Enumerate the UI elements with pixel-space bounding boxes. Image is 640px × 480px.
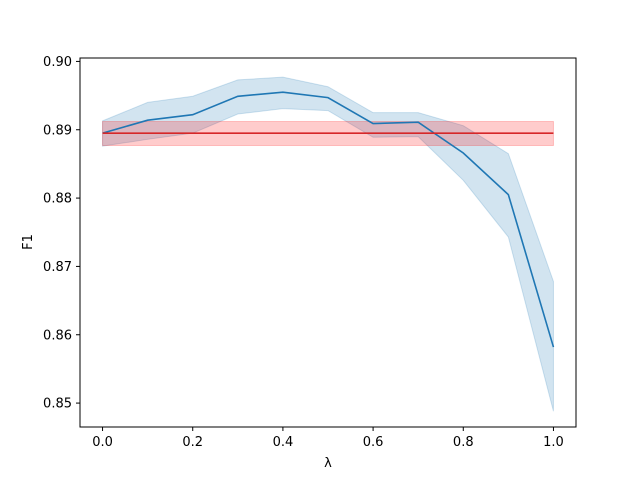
x-tick-label: 0.0: [92, 435, 113, 450]
plot-frame: [79, 57, 577, 428]
x-tick-label: 0.4: [273, 435, 294, 450]
x-axis-label: λ: [324, 456, 332, 471]
y-tick-label: 0.86: [43, 328, 72, 343]
x-tick-label: 0.6: [363, 435, 384, 450]
x-tick-label: 1.0: [543, 435, 564, 450]
series-lines: [102, 91, 555, 348]
y-tick-label: 0.89: [43, 123, 72, 138]
y-tick-label: 0.85: [43, 397, 72, 412]
x-tick-label: 0.8: [453, 435, 474, 450]
y-axis-ticks: 0.85 0.86 0.87 0.88 0.89 0.90: [43, 55, 80, 412]
y-tick-label: 0.90: [43, 55, 72, 70]
series-1-band: [102, 76, 554, 412]
x-tick-label: 0.2: [182, 435, 203, 450]
x-axis-ticks: 0.0 0.2 0.4 0.6 0.8 1.0: [92, 427, 564, 450]
series-1-line: [102, 91, 555, 348]
confidence-bands: [102, 76, 554, 412]
y-tick-label: 0.87: [43, 260, 72, 275]
y-axis-label: F1: [21, 234, 36, 250]
y-tick-label: 0.88: [43, 192, 72, 207]
